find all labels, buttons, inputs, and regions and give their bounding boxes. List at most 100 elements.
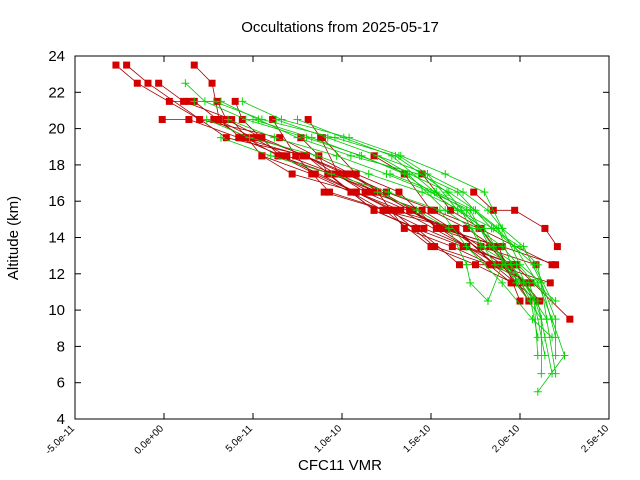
plus-point xyxy=(339,133,348,142)
y-tick-label: 24 xyxy=(48,48,65,65)
x-tick-label: 5.0e-11 xyxy=(224,423,256,455)
square-point xyxy=(486,261,494,269)
chart-title: Occultations from 2025-05-17 xyxy=(241,19,439,36)
plus-point xyxy=(373,151,382,160)
y-tick-label: 4 xyxy=(57,411,65,428)
square-point xyxy=(283,152,291,160)
plus-point xyxy=(528,315,537,324)
plus-point xyxy=(444,224,453,233)
square-point xyxy=(213,116,221,124)
plus-point xyxy=(241,115,250,124)
square-series xyxy=(112,61,574,323)
square-point xyxy=(165,97,173,105)
plus-point xyxy=(355,151,364,160)
plus-point xyxy=(307,133,316,142)
plus-point xyxy=(444,188,453,197)
square-point xyxy=(470,188,478,196)
plus-point xyxy=(533,387,542,396)
square-point xyxy=(397,206,405,214)
square-point xyxy=(431,206,439,214)
plus-point xyxy=(507,260,516,269)
plus-point xyxy=(200,97,209,106)
plus-point xyxy=(524,278,533,287)
square-point xyxy=(370,206,378,214)
square-point xyxy=(361,188,369,196)
square-point xyxy=(155,79,163,87)
x-tick-label: -5.0e-11 xyxy=(44,423,78,457)
profile-line xyxy=(275,119,539,356)
plus-point xyxy=(190,97,199,106)
plus-point xyxy=(412,206,421,215)
square-point xyxy=(185,116,193,124)
plus-point xyxy=(435,206,444,215)
square-point xyxy=(427,206,435,214)
y-tick-label: 10 xyxy=(48,302,65,319)
plus-point xyxy=(293,115,302,124)
square-point xyxy=(308,170,316,178)
square-point xyxy=(352,170,360,178)
plus-point xyxy=(551,351,560,360)
plus-point xyxy=(386,169,395,178)
plus-point xyxy=(537,369,546,378)
plus-point xyxy=(459,188,468,197)
plus-point xyxy=(480,224,489,233)
plus-point xyxy=(498,278,507,287)
plus-point xyxy=(512,278,521,287)
plus-point xyxy=(330,133,339,142)
square-point xyxy=(448,243,456,251)
plus-point xyxy=(332,151,341,160)
plus-point xyxy=(498,260,507,269)
plus-point xyxy=(245,133,254,142)
plus-point xyxy=(492,224,501,233)
square-point xyxy=(411,224,419,232)
square-point xyxy=(391,206,399,214)
plus-point xyxy=(387,151,396,160)
plus-point xyxy=(216,97,225,106)
plus-point xyxy=(510,242,519,251)
plus-point xyxy=(469,206,478,215)
plus-point xyxy=(476,242,485,251)
plus-point xyxy=(432,188,441,197)
square-point xyxy=(516,297,524,305)
plus-point xyxy=(462,242,471,251)
profile-line xyxy=(220,137,553,338)
square-point xyxy=(553,243,561,251)
plus-point xyxy=(405,169,414,178)
plus-point xyxy=(266,151,275,160)
plot-frame xyxy=(74,55,610,420)
square-point xyxy=(112,61,120,69)
y-tick-label: 20 xyxy=(48,121,65,138)
square-point xyxy=(406,206,414,214)
plus-point xyxy=(202,115,211,124)
square-point xyxy=(366,188,374,196)
square-point xyxy=(546,279,554,287)
y-tick-label: 8 xyxy=(57,338,65,355)
square-point xyxy=(258,134,266,142)
square-point xyxy=(144,79,152,87)
plus-point xyxy=(533,278,542,287)
plus-point xyxy=(323,133,332,142)
square-point xyxy=(342,170,350,178)
square-point xyxy=(318,134,326,142)
square-point xyxy=(352,188,360,196)
square-point xyxy=(334,170,342,178)
square-point xyxy=(326,188,334,196)
square-point xyxy=(274,152,282,160)
square-point xyxy=(185,97,193,105)
plus-point xyxy=(540,351,549,360)
square-point xyxy=(455,261,463,269)
plus-point xyxy=(384,188,393,197)
square-point xyxy=(180,97,188,105)
y-tick-label: 22 xyxy=(48,84,65,101)
plus-point xyxy=(548,333,557,342)
square-point xyxy=(276,134,284,142)
square-point xyxy=(463,224,471,232)
square-point xyxy=(133,79,141,87)
square-point xyxy=(388,206,396,214)
plus-point xyxy=(519,242,528,251)
y-tick-label: 12 xyxy=(48,266,65,283)
square-point xyxy=(311,170,319,178)
square-point xyxy=(292,152,300,160)
square-point xyxy=(288,170,296,178)
plus-point xyxy=(423,169,432,178)
